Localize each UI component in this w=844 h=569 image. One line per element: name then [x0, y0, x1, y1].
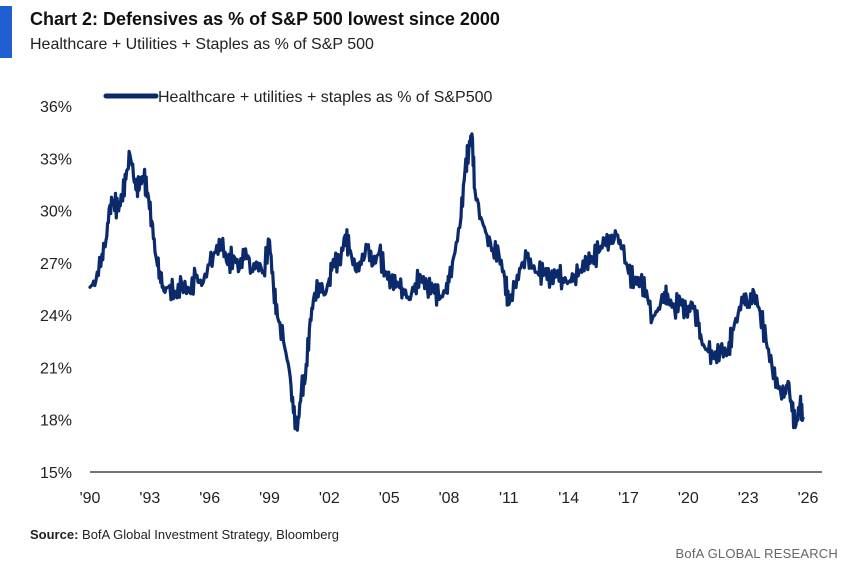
- x-tick-label: '99: [259, 490, 280, 507]
- source-note: Source: BofA Global Investment Strategy,…: [30, 527, 339, 542]
- x-tick-label: '96: [199, 490, 220, 507]
- y-tick-label: 27%: [40, 256, 72, 273]
- x-tick-label: '26: [798, 490, 819, 507]
- x-tick-label: '08: [439, 490, 460, 507]
- x-tick-label: '02: [319, 490, 340, 507]
- y-tick-label: 30%: [40, 204, 72, 221]
- x-tick-label: '17: [618, 490, 639, 507]
- source-label: Source:: [30, 527, 79, 542]
- x-tick-label: '93: [139, 490, 160, 507]
- y-tick-label: 24%: [40, 308, 72, 325]
- y-tick-label: 21%: [40, 360, 72, 377]
- y-tick-labels: 15% 18% 21% 24% 27% 30% 33% 36%: [40, 99, 72, 482]
- y-tick-label: 15%: [40, 465, 72, 482]
- x-tick-label: '14: [558, 490, 579, 507]
- brand-footer: BofA GLOBAL RESEARCH: [675, 546, 838, 561]
- x-tick-label: '20: [678, 490, 699, 507]
- x-tick-label: '23: [738, 490, 759, 507]
- x-tick-labels: '90 '93 '96 '99 '02 '05 '08 '11 '14 '17 '20 '23 '26: [80, 490, 819, 507]
- chart-subtitle: Healthcare + Utilities + Staples as % of…: [30, 36, 374, 53]
- series-line-defensives: [88, 132, 805, 432]
- x-tick-label: '90: [80, 490, 101, 507]
- accent-bar: [0, 6, 12, 58]
- legend-label: Healthcare + utilities + staples as % of…: [158, 89, 493, 106]
- x-tick-label: '11: [499, 490, 519, 507]
- y-tick-label: 33%: [40, 151, 72, 168]
- y-tick-label: 18%: [40, 413, 72, 430]
- source-text: BofA Global Investment Strategy, Bloombe…: [82, 527, 340, 542]
- chart-title: Chart 2: Defensives as % of S&P 500 lowe…: [30, 9, 500, 29]
- legend: Healthcare + utilities + staples as % of…: [103, 89, 493, 106]
- x-tick-label: '05: [379, 490, 400, 507]
- y-tick-label: 36%: [40, 99, 72, 116]
